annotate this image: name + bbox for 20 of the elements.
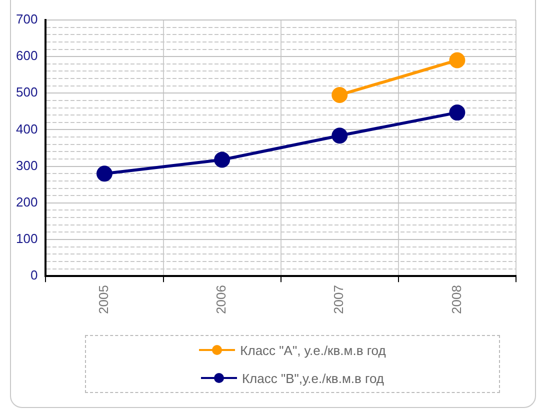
y-tick-label: 300 <box>16 158 38 173</box>
y-tick-label: 700 <box>16 12 38 27</box>
point <box>214 152 230 168</box>
x-tick-label: 2008 <box>448 285 464 314</box>
point <box>332 86 348 103</box>
legend-label: Класс "А", у.е./кв.м.в год <box>240 342 386 358</box>
point <box>449 104 466 121</box>
point <box>96 166 112 182</box>
legend-label: Класс "В",у.е./кв.м.в год <box>242 370 384 386</box>
point <box>449 52 466 68</box>
y-tick-label: 400 <box>16 121 38 136</box>
y-tick-label: 0 <box>30 268 38 283</box>
y-tick-label: 200 <box>16 194 38 210</box>
x-tick-label: 2005 <box>96 285 112 314</box>
y-tick-label: 600 <box>16 48 38 64</box>
point <box>332 128 348 144</box>
y-tick-label: 500 <box>16 84 38 100</box>
y-tick-label: 100 <box>16 231 38 246</box>
x-tick-label: 2007 <box>331 285 346 314</box>
x-tick-label: 2006 <box>214 285 229 314</box>
